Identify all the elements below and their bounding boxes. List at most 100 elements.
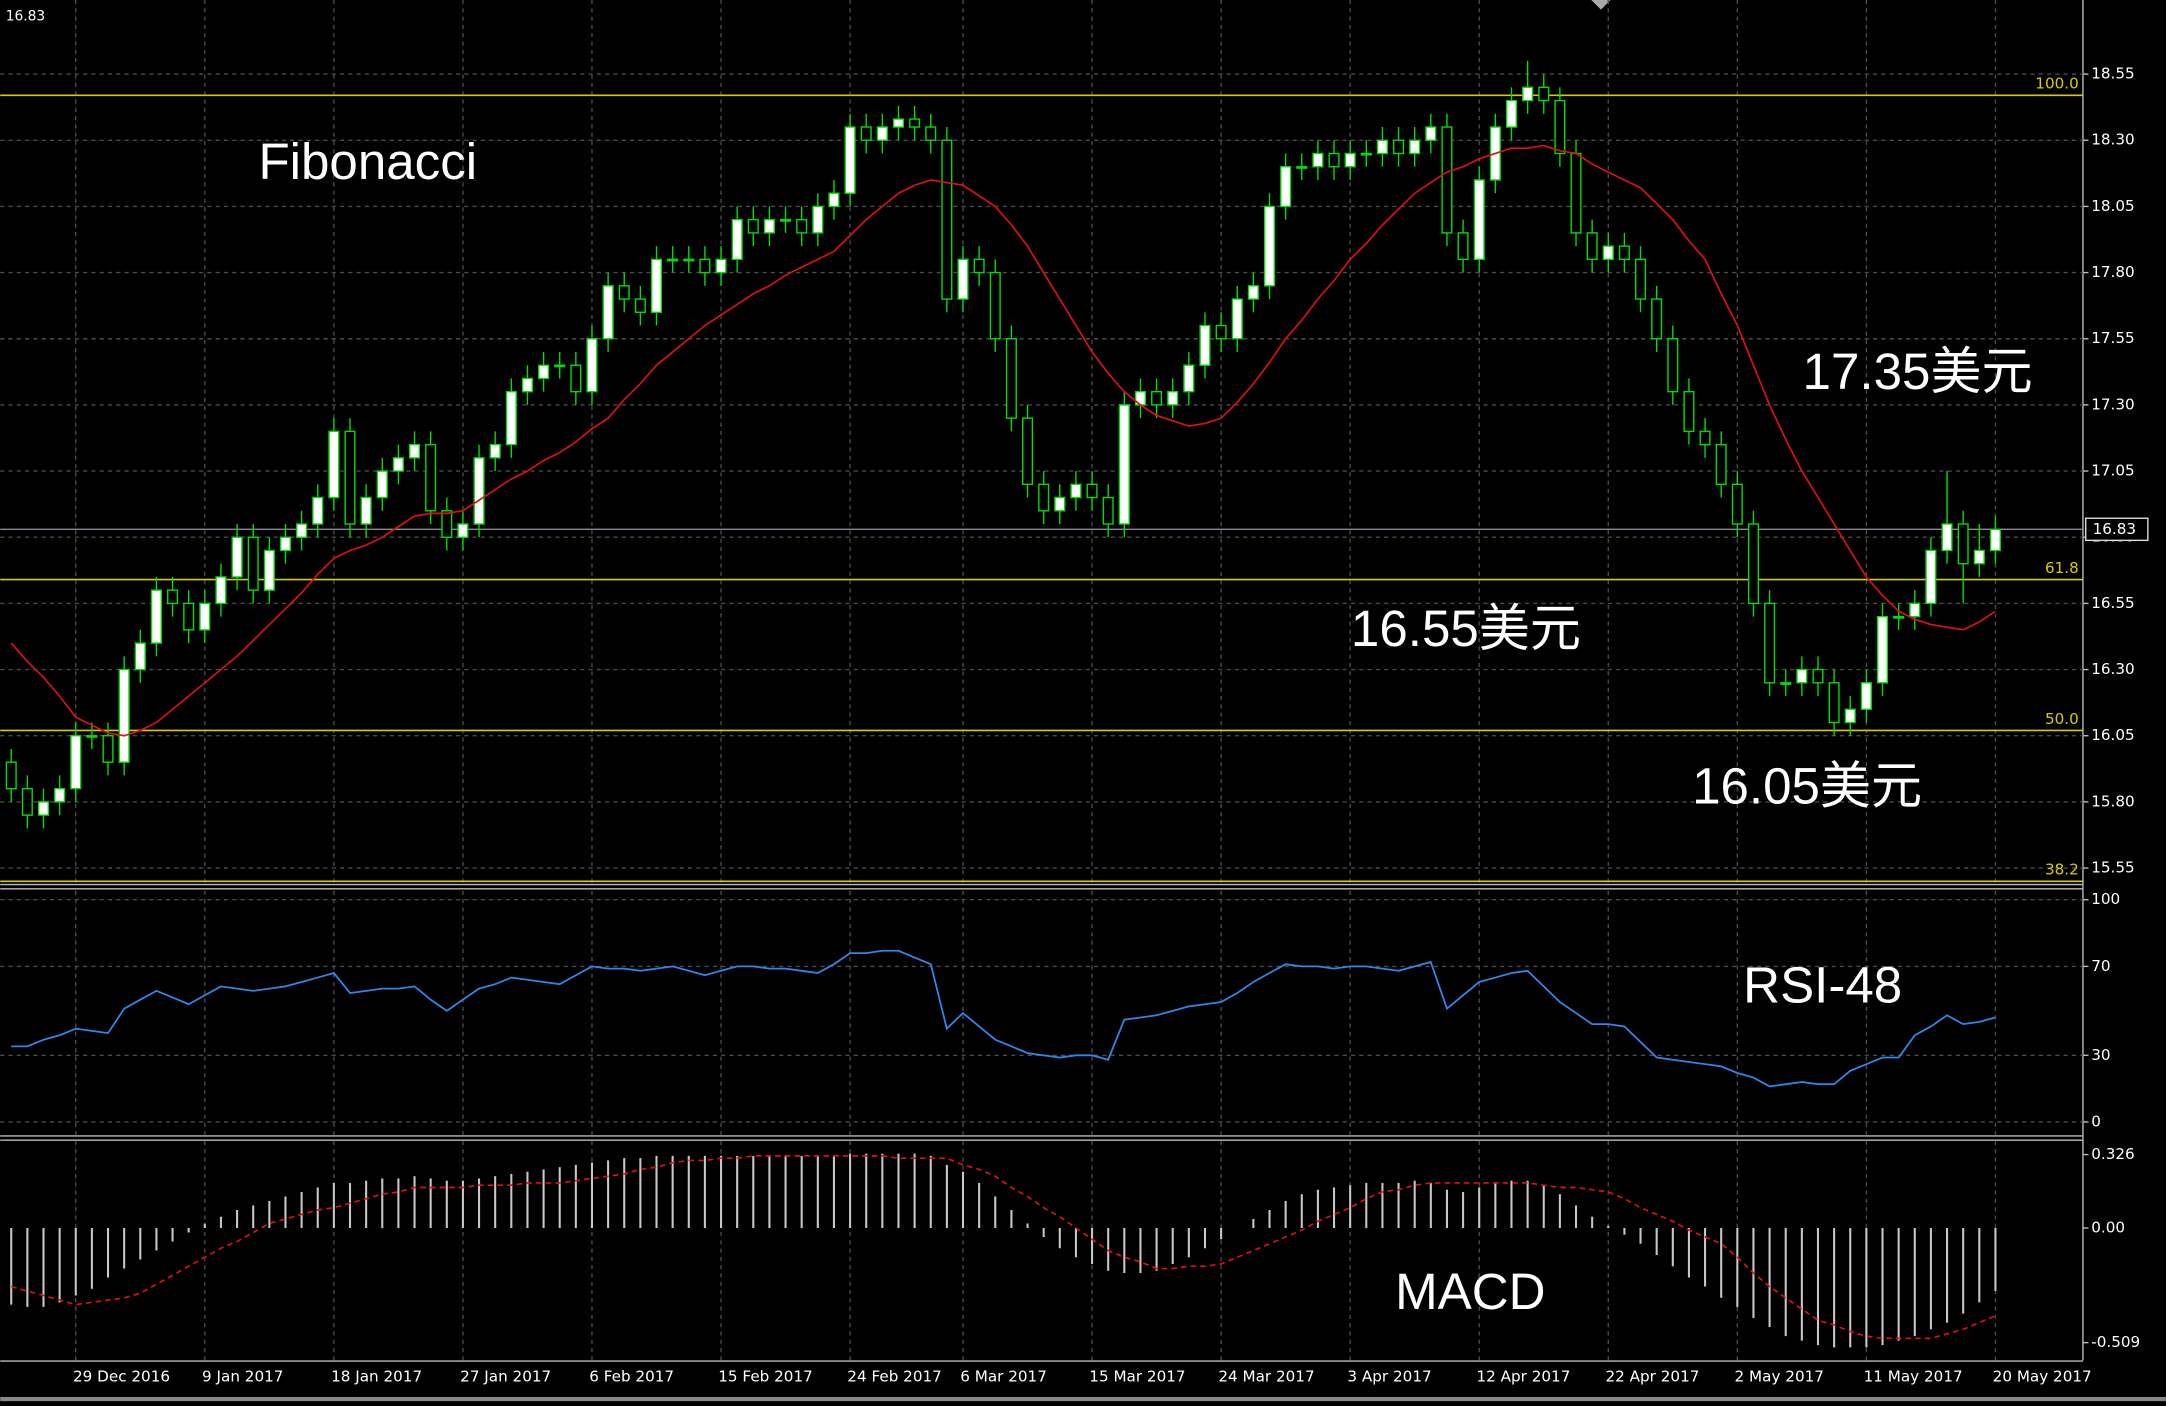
candle-body (892, 118, 905, 128)
y-tick-label: 30 (2091, 1046, 2110, 1064)
candle-body (1425, 126, 1437, 141)
candle-body (618, 285, 630, 300)
candle-body (473, 457, 485, 525)
candle-body (1086, 483, 1098, 499)
y-tick-label: 17.55 (2091, 329, 2134, 347)
candle-body (279, 536, 291, 552)
x-tick-label: 15 Feb 2017 (718, 1367, 813, 1385)
fib-label: 100.0 (2035, 75, 2078, 93)
candle-body (570, 364, 582, 393)
candle-body (392, 457, 404, 472)
candle-body (602, 285, 614, 340)
candle-body (167, 589, 179, 605)
candle-body (650, 258, 663, 313)
candle-body (489, 443, 501, 459)
candle-body (1070, 483, 1082, 499)
y-tick-label: 0.326 (2091, 1145, 2134, 1163)
candle-body (37, 801, 50, 816)
candle-body (1989, 528, 2001, 552)
candle-body (909, 118, 921, 128)
fib-label: 38.2 (2045, 861, 2079, 879)
signal-line (11, 1155, 1996, 1340)
candle-body (1022, 417, 1034, 485)
candle-body (457, 523, 469, 538)
shift-marker (1591, 0, 1611, 10)
x-tick-label: 6 Mar 2017 (960, 1367, 1047, 1385)
candle-body (1941, 523, 1953, 552)
y-tick-label: 100 (2091, 890, 2120, 908)
moving-average (10, 144, 1996, 737)
fib-label: 61.8 (2045, 559, 2079, 577)
annotation: 17.35美元 (1803, 343, 2033, 400)
rsi-line (11, 949, 1996, 1088)
candle-body (1618, 245, 1630, 261)
y-tick-label: 18.30 (2091, 131, 2134, 149)
annotation-title: RSI-48 (1743, 956, 1902, 1013)
candle-body (957, 258, 969, 300)
candle-body (1393, 139, 1405, 155)
candle-body (973, 258, 985, 274)
candle-body (989, 271, 1001, 340)
candle-body (102, 735, 114, 763)
candle-body (1957, 523, 1969, 565)
candle-body (409, 443, 421, 459)
candle-body (21, 787, 33, 816)
candle-body (1473, 179, 1485, 261)
candle-body (134, 642, 146, 671)
x-tick-label: 22 Apr 2017 (1606, 1367, 1700, 1385)
x-tick-label: 2 May 2017 (1735, 1367, 1824, 1385)
candle-body (1280, 166, 1292, 208)
candle-body (731, 218, 743, 261)
candle-body (1554, 99, 1566, 155)
annotation: 16.55美元 (1351, 600, 1581, 657)
x-tick-label: 18 Jan 2017 (331, 1367, 422, 1385)
candle-body (1441, 126, 1453, 234)
candle-body (1876, 615, 1889, 684)
candle-body (1215, 324, 1227, 340)
candle-body (1715, 443, 1727, 485)
candle-body (360, 496, 372, 525)
x-tick-label: 20 May 2017 (1993, 1367, 2092, 1385)
candle-body (1183, 364, 1195, 393)
candle-body (860, 126, 872, 141)
candle-body (1538, 86, 1550, 102)
candle-body (1167, 390, 1179, 406)
candle-body (5, 761, 17, 790)
candle-body (247, 536, 259, 591)
candle-body (634, 298, 646, 313)
y-tick-label: -0.509 (2091, 1333, 2140, 1351)
candle-body (215, 576, 227, 605)
candle-body (812, 205, 824, 234)
x-tick-label: 6 Feb 2017 (589, 1367, 674, 1385)
y-tick-label: 15.80 (2091, 792, 2134, 810)
x-tick-label: 15 Mar 2017 (1089, 1367, 1185, 1385)
y-tick-label: 0 (2091, 1112, 2101, 1130)
candle-body (1005, 338, 1017, 419)
candle-body (1828, 682, 1840, 724)
candle-body (1973, 549, 1985, 565)
candle-body (296, 523, 308, 538)
candle-body (1505, 99, 1518, 128)
last-price-label: 16.83 (2093, 520, 2136, 538)
candle-body (1764, 602, 1776, 684)
candle-body (1635, 258, 1647, 300)
candle-body (1780, 682, 1792, 685)
candle-body (1683, 390, 1695, 433)
y-tick-label: 17.80 (2091, 263, 2134, 281)
y-tick-label: 16.55 (2091, 594, 2134, 612)
candle-body (1312, 152, 1324, 168)
y-tick-label: 70 (2091, 957, 2110, 975)
candle-body (1699, 430, 1711, 446)
candle-body (1522, 86, 1534, 102)
candle-body (1651, 298, 1663, 340)
candle-body (1151, 390, 1163, 406)
candle-body (183, 602, 195, 631)
candle-body (1570, 152, 1582, 234)
candle-body (1054, 496, 1066, 512)
x-tick-label: 29 Dec 2016 (73, 1367, 170, 1385)
x-tick-label: 11 May 2017 (1864, 1367, 1963, 1385)
y-tick-label: 16.30 (2091, 660, 2134, 678)
candle-body (844, 126, 856, 194)
x-tick-label: 27 Jan 2017 (460, 1367, 551, 1385)
